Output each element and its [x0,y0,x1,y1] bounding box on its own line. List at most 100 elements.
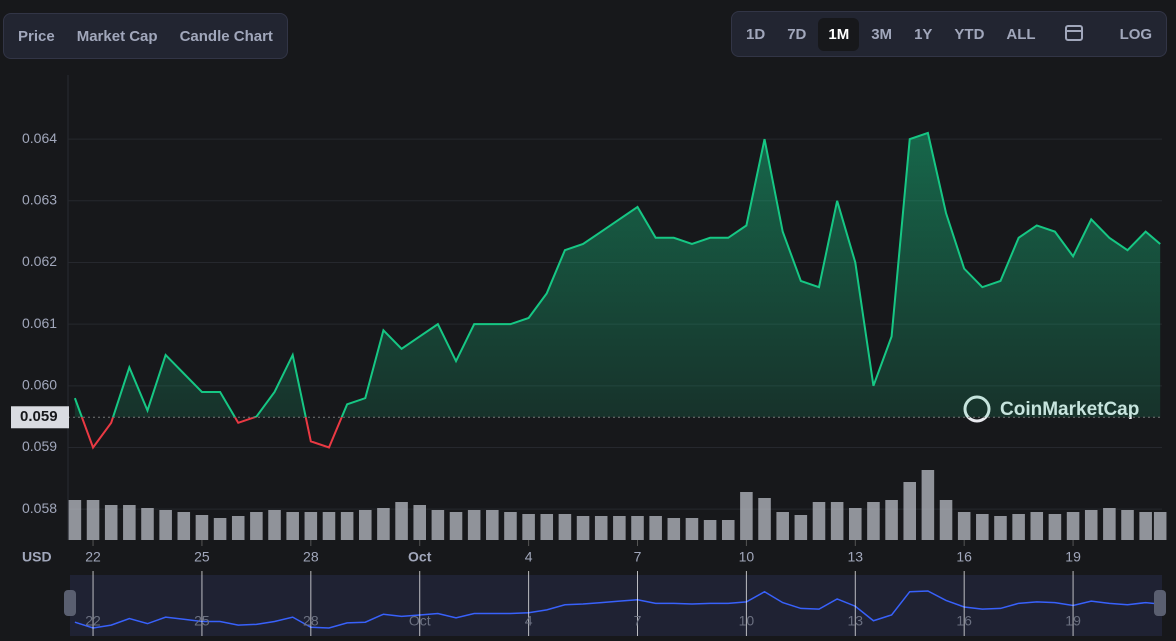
volume-bar [377,508,390,540]
volume-bar [794,515,808,540]
x-tick-label: 19 [1065,549,1081,565]
volume-bar [1084,510,1098,540]
range-button[interactable]: 1D [746,25,766,43]
volume-bar [994,516,1007,540]
navigator-tick-label: 10 [739,613,755,629]
navigator-tick-label: Oct [409,613,431,629]
volume-bar [159,510,172,540]
x-tick-label: 16 [956,549,972,565]
volume-bar [649,516,662,540]
range-button[interactable]: 3M [871,25,893,43]
price-line-down [80,417,343,450]
volume-bar [667,518,681,540]
price-area [74,132,1161,418]
volume-bar [486,510,499,540]
navigator [70,575,1162,636]
volume-bar [195,515,209,540]
tab[interactable]: Market Cap [76,27,158,45]
volume-bar [413,505,426,540]
volume-bar [213,518,227,540]
y-tick-label: 0.060 [22,377,57,393]
volume-bar [885,500,898,540]
volume-bar [830,502,844,540]
volume-bar [286,512,299,540]
volume-bar [504,512,517,540]
volume-bar [231,516,245,540]
range-button[interactable]: 7D [787,25,807,43]
x-tick-label: 25 [194,549,210,565]
volume-bar [957,512,971,540]
navigator-tick-label: 28 [303,613,319,629]
range-button[interactable]: ALL [1006,25,1036,43]
volume-bar [740,492,753,540]
y-tick-label: 0.062 [22,253,57,269]
volume-bar [1103,508,1116,540]
volume-bar [86,500,100,540]
volume-bar [1153,512,1167,540]
y-tick-label: 0.061 [22,315,57,331]
y-tick-label: 0.064 [22,130,57,146]
log-button[interactable]: LOG [1119,25,1153,43]
calendar-button[interactable] [1054,15,1094,53]
volume-bar [449,512,463,540]
volume-bar [1066,512,1080,540]
x-tick-label: 28 [303,549,319,565]
y-axis-label: USD [22,549,52,565]
watermark: CoinMarketCap [1000,399,1139,420]
watermark-logo [963,395,991,423]
navigator-tick-label: 22 [85,613,101,629]
y-tick-label: 0.059 [22,438,57,454]
volume-bar [576,516,590,540]
navigator-tick-label: 13 [847,613,863,629]
x-tick-label: 13 [847,549,863,565]
volume-bar [1048,514,1062,540]
x-tick-label: Oct [408,549,432,565]
volume-bar [594,516,608,540]
range-button[interactable]: 1M [818,17,860,51]
volume-bar [758,498,771,540]
volume-bar [1121,510,1134,540]
volume-bar [685,518,699,540]
calendar-icon [1064,25,1083,41]
volume-bar [613,516,626,540]
navigator-handle [1154,590,1166,616]
volume-bar [849,508,862,540]
navigator-tick-label: 25 [194,613,210,629]
volume-bar [123,505,136,540]
range-button[interactable]: 1Y [914,25,933,43]
volume-bar [558,514,572,540]
volume-bar [721,520,735,540]
navigator-tick-label: 7 [634,613,642,629]
x-tick-label: 22 [85,549,101,565]
volume-bar [358,510,372,540]
volume-bar [522,514,535,540]
volume-bar [104,505,118,540]
tab[interactable]: Candle Chart [179,27,273,45]
tab-group: Price Market Cap Candle Chart [3,13,288,59]
tab[interactable]: Price [18,27,55,45]
volume-bar [68,500,82,540]
volume-bar [812,502,826,540]
x-tick-label: 4 [525,549,533,565]
range-button[interactable]: YTD [954,25,985,43]
volume-bar [431,510,445,540]
navigator-handle [64,590,76,616]
volume-bar [921,470,935,540]
volume-bar [395,502,408,540]
volume-bar [903,482,917,540]
x-tick-label: 7 [634,549,642,565]
navigator-line [74,590,1161,629]
navigator-tick-label: 4 [525,613,533,629]
volume-bar [939,500,953,540]
volume-bar [1139,512,1152,540]
volume-bar [631,516,644,540]
volume-bar [976,514,989,540]
volume-bar [177,512,191,540]
volume-bar [703,520,717,540]
baseline-label: 0.059 [20,408,58,425]
volume-bar [1030,512,1044,540]
y-tick-label: 0.063 [22,192,57,208]
volume-bar [304,512,318,540]
